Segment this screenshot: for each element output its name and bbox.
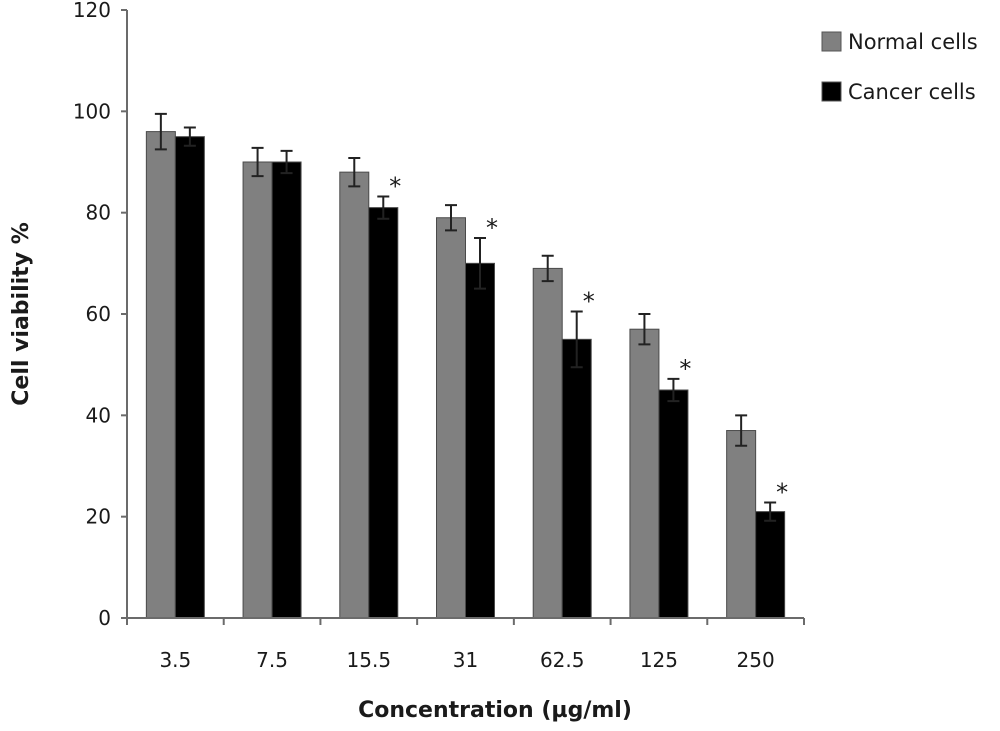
bar-normal-cells [436, 217, 466, 619]
bar-normal-cells [339, 171, 370, 619]
bar-normal-cells [145, 131, 176, 619]
significance-asterisk: * [389, 172, 401, 200]
significance-asterisk: * [486, 214, 498, 242]
bar-cancer-cells [465, 262, 495, 619]
x-tick-label: 250 [737, 648, 775, 672]
error-bar [474, 237, 486, 290]
error-bar [154, 112, 167, 151]
y-tick-label: 20 [86, 505, 111, 529]
legend-label-cancer-cells: Cancer cells [848, 80, 976, 104]
bar-cancer-cells [658, 389, 689, 619]
bar-cancer-cells [368, 207, 399, 619]
y-axis-title: Cell viability % [9, 222, 34, 405]
x-axis-title: Concentration (µg/ml) [358, 698, 632, 723]
error-bar [570, 310, 583, 369]
y-tick-label: 0 [98, 606, 111, 630]
y-tick-label: 40 [86, 403, 111, 427]
bar-cancer-cells [174, 136, 205, 619]
bar-cancer-cells [271, 161, 302, 619]
error-bar [735, 414, 748, 447]
error-bar [183, 126, 196, 147]
bar-normal-cells [726, 430, 757, 619]
error-bar [251, 146, 264, 178]
x-tick-label: 15.5 [347, 648, 392, 672]
error-bar [445, 204, 457, 232]
bar-cancer-cells [561, 338, 592, 619]
significance-asterisk: * [679, 355, 691, 383]
x-tick-label: 125 [640, 648, 678, 672]
y-tick-label: 80 [86, 201, 111, 225]
bars [145, 131, 786, 619]
x-tick-label: 7.5 [256, 648, 288, 672]
bar-normal-cells [629, 328, 660, 619]
x-axis-tick-labels: 3.5 7.5 15.5 31 62.5 125 250 [126, 618, 805, 672]
y-tick-label: 100 [73, 99, 111, 123]
significance-markers: * * * * * [389, 172, 788, 506]
x-tick-label: 62.5 [540, 648, 585, 672]
error-bar [348, 156, 361, 188]
y-tick-label: 60 [86, 302, 111, 326]
significance-asterisk: * [583, 287, 595, 315]
legend-swatch-normal-cells [821, 31, 842, 52]
y-tick-label: 120 [73, 0, 111, 22]
bar-normal-cells [532, 267, 563, 619]
error-bar [280, 149, 293, 175]
error-bars [154, 112, 777, 522]
bar-cancer-cells [755, 511, 786, 619]
legend-swatch-cancer-cells [821, 81, 842, 102]
y-axis-ticks: 0 20 40 60 80 100 120 [73, 0, 127, 630]
legend-label-normal-cells: Normal cells [848, 30, 978, 54]
legend: Normal cells Cancer cells [821, 30, 978, 104]
significance-asterisk: * [776, 478, 788, 506]
error-bar [541, 254, 554, 283]
x-tick-label: 3.5 [159, 648, 191, 672]
x-tick-label: 31 [453, 648, 478, 672]
error-bar [764, 501, 777, 522]
error-bar [667, 377, 680, 403]
error-bar [638, 313, 651, 346]
bar-normal-cells [242, 161, 273, 619]
error-bar [377, 195, 390, 220]
